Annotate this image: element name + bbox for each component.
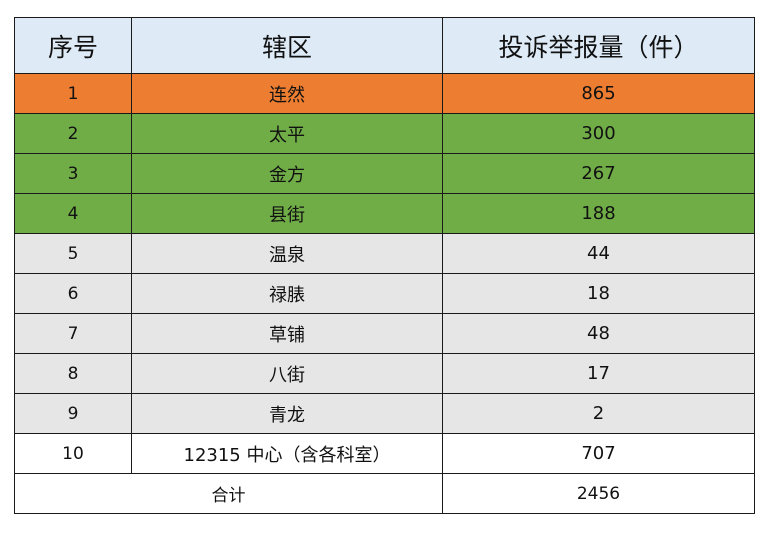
row-no: 5 bbox=[14, 233, 132, 274]
row-district: 禄脿 bbox=[131, 273, 443, 314]
complaint-table: 序号 辖区 投诉举报量（件） 1 连然 865 2 太平 300 3 金方 267 4 县街 188 5… bbox=[14, 17, 755, 514]
total-row: 合计 2456 bbox=[14, 473, 755, 514]
row-district: 太平 bbox=[131, 113, 443, 154]
total-label: 合计 bbox=[14, 473, 443, 514]
header-district: 辖区 bbox=[131, 17, 443, 74]
table-row: 5 温泉 44 bbox=[14, 233, 755, 274]
row-count: 44 bbox=[442, 233, 755, 274]
table-row: 4 县街 188 bbox=[14, 193, 755, 234]
table-row: 8 八街 17 bbox=[14, 353, 755, 394]
row-count: 707 bbox=[442, 433, 755, 474]
row-count: 300 bbox=[442, 113, 755, 154]
header-count: 投诉举报量（件） bbox=[442, 17, 755, 74]
row-count: 48 bbox=[442, 313, 755, 354]
header-no: 序号 bbox=[14, 17, 132, 74]
row-no: 6 bbox=[14, 273, 132, 314]
row-count: 267 bbox=[442, 153, 755, 194]
table-row: 7 草铺 48 bbox=[14, 313, 755, 354]
row-no: 8 bbox=[14, 353, 132, 394]
table-row: 3 金方 267 bbox=[14, 153, 755, 194]
row-district: 金方 bbox=[131, 153, 443, 194]
row-no: 1 bbox=[14, 73, 132, 114]
table-row: 9 青龙 2 bbox=[14, 393, 755, 434]
table-row: 6 禄脿 18 bbox=[14, 273, 755, 314]
row-district: 温泉 bbox=[131, 233, 443, 274]
row-count: 188 bbox=[442, 193, 755, 234]
header-row: 序号 辖区 投诉举报量（件） bbox=[14, 17, 755, 74]
row-no: 4 bbox=[14, 193, 132, 234]
table-row: 2 太平 300 bbox=[14, 113, 755, 154]
total-count: 2456 bbox=[442, 473, 755, 514]
row-no: 2 bbox=[14, 113, 132, 154]
row-district: 八街 bbox=[131, 353, 443, 394]
row-no: 7 bbox=[14, 313, 132, 354]
row-district: 青龙 bbox=[131, 393, 443, 434]
row-district: 草铺 bbox=[131, 313, 443, 354]
row-district: 县街 bbox=[131, 193, 443, 234]
table-row: 1 连然 865 bbox=[14, 73, 755, 114]
row-district: 连然 bbox=[131, 73, 443, 114]
row-no: 3 bbox=[14, 153, 132, 194]
row-count: 17 bbox=[442, 353, 755, 394]
row-count: 2 bbox=[442, 393, 755, 434]
row-count: 865 bbox=[442, 73, 755, 114]
row-district: 12315 中心（含各科室） bbox=[131, 433, 443, 474]
row-no: 10 bbox=[14, 433, 132, 474]
row-no: 9 bbox=[14, 393, 132, 434]
table-row: 10 12315 中心（含各科室） 707 bbox=[14, 433, 755, 474]
row-count: 18 bbox=[442, 273, 755, 314]
